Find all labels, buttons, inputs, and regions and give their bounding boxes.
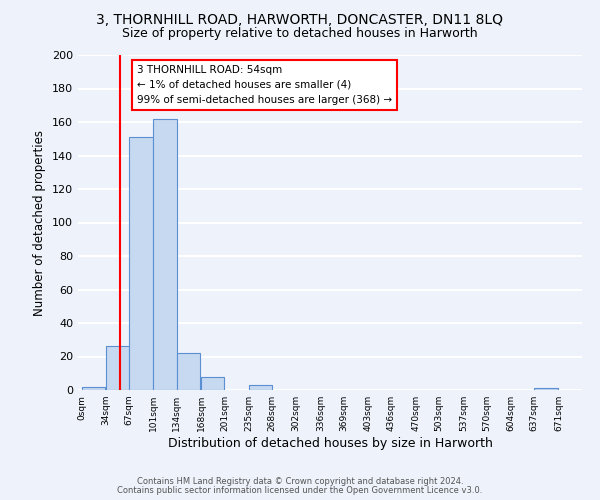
Bar (106, 346, 129, 390)
Bar (201, 376, 224, 390)
Bar (177, 353, 200, 390)
X-axis label: Distribution of detached houses by size in Harworth: Distribution of detached houses by size … (167, 437, 493, 450)
Text: 3 THORNHILL ROAD: 54sqm
← 1% of detached houses are smaller (4)
99% of semi-deta: 3 THORNHILL ROAD: 54sqm ← 1% of detached… (137, 65, 392, 104)
Text: Size of property relative to detached houses in Harworth: Size of property relative to detached ho… (122, 28, 478, 40)
Bar (129, 137, 152, 390)
Text: 3, THORNHILL ROAD, HARWORTH, DONCASTER, DN11 8LQ: 3, THORNHILL ROAD, HARWORTH, DONCASTER, … (97, 12, 503, 26)
Text: Contains HM Land Registry data © Crown copyright and database right 2024.: Contains HM Land Registry data © Crown c… (137, 477, 463, 486)
Text: Contains public sector information licensed under the Open Government Licence v3: Contains public sector information licen… (118, 486, 482, 495)
Bar (248, 385, 272, 390)
Bar (154, 118, 177, 390)
Bar (82, 386, 105, 390)
Y-axis label: Number of detached properties: Number of detached properties (34, 130, 46, 316)
Bar (535, 388, 558, 390)
